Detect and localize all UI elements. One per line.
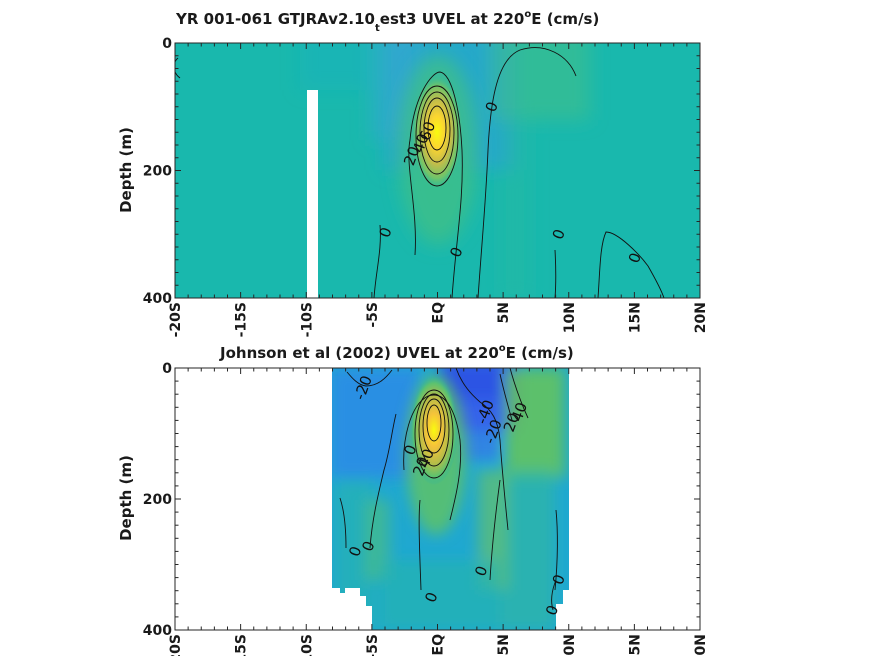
top-xtick-label: 10N <box>562 302 578 333</box>
top-xtick-labels: -20S -15S -10S -5S EQ 5N 10N 15N 20N <box>168 302 709 337</box>
bottom-contour-label: 40 <box>508 400 531 424</box>
top-xtick-label: 20N <box>693 302 709 333</box>
top-ytick-label: 0 <box>162 36 172 52</box>
top-contour-label: 20 <box>400 144 423 168</box>
top-contour-label: 60 <box>416 119 439 143</box>
top-ticks <box>174 42 701 299</box>
bottom-xtick-label: -10S <box>299 634 315 656</box>
bottom-ytick-label: 400 <box>143 623 172 639</box>
top-contour-label: 40 <box>409 131 432 155</box>
bottom-contour-label: 20 <box>500 410 523 434</box>
top-ylabel: Depth (m) <box>117 127 135 213</box>
bottom-xtick-label: 10N <box>562 634 578 656</box>
bottom-xtick-label: 5N <box>496 634 512 655</box>
top-xtick-label: 5N <box>496 302 512 323</box>
bottom-ylabel: Depth (m) <box>117 455 135 541</box>
bottom-xtick-label: -20S <box>168 634 184 656</box>
top-ytick-labels: 0 200 400 <box>143 36 172 307</box>
bottom-xtick-labels: -20S -15S -10S -5S EQ 5N 10N 15N 20N <box>168 634 709 656</box>
bottom-xtick-label: 15N <box>627 634 643 656</box>
bottom-xtick-label: -5S <box>365 634 381 656</box>
top-xtick-label: -10S <box>299 302 315 337</box>
top-panel: YR 001-061 GTJRAv2.10test3 UVEL at 220oE… <box>117 9 709 337</box>
bottom-title: Johnson et al (2002) UVEL at 220oE (cm/s… <box>219 343 574 362</box>
top-ytick-label: 200 <box>143 164 172 180</box>
bottom-contour-label: 20 <box>409 454 432 478</box>
bottom-ytick-label: 0 <box>162 361 172 377</box>
top-xtick-label: -15S <box>234 302 250 337</box>
bottom-ytick-label: 200 <box>143 492 172 508</box>
bottom-contour-label: 40 <box>415 446 438 470</box>
bottom-panel: Johnson et al (2002) UVEL at 220oE (cm/s… <box>117 343 709 656</box>
top-xtick-label: EQ <box>431 302 447 324</box>
bottom-ticks <box>174 367 701 631</box>
top-missing-strip <box>307 90 318 298</box>
top-xtick-label: -20S <box>168 302 184 337</box>
top-xtick-label: 15N <box>627 302 643 333</box>
bottom-ytick-labels: 0 200 400 <box>143 361 172 639</box>
top-xtick-label: -5S <box>365 302 381 328</box>
bottom-contours <box>339 368 558 611</box>
bottom-xtick-label: -15S <box>234 634 250 656</box>
top-ytick-label: 400 <box>143 291 172 307</box>
bottom-xtick-label: EQ <box>431 634 447 656</box>
top-title: YR 001-061 GTJRAv2.10test3 UVEL at 220oE… <box>175 9 599 34</box>
bottom-xtick-label: 20N <box>693 634 709 656</box>
